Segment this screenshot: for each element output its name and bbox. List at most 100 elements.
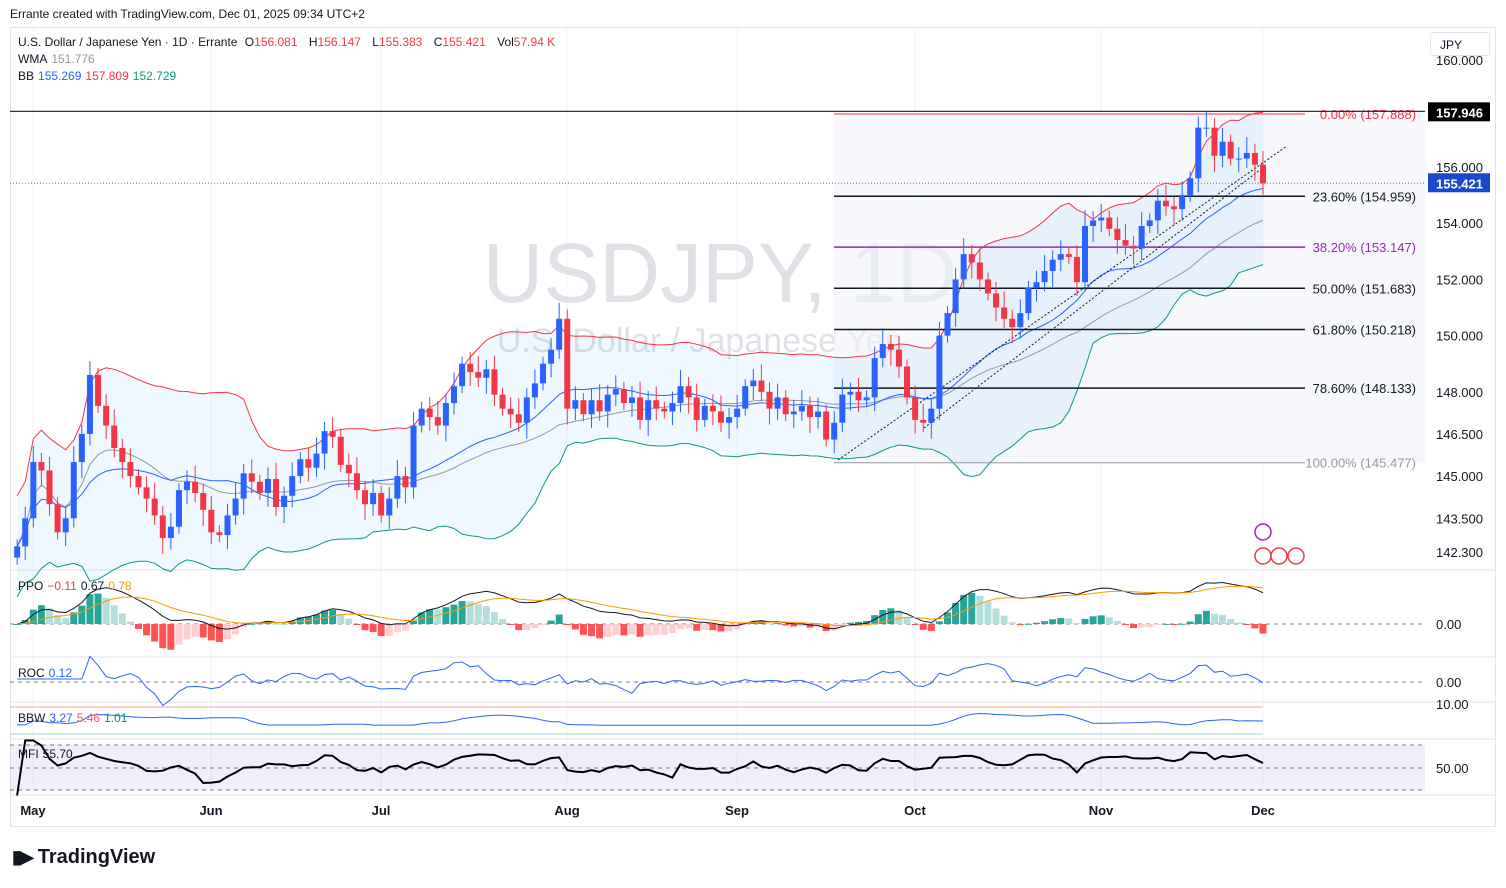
ppo-histogram-bar <box>863 620 871 624</box>
mfi-legend[interactable]: MFI 55.70 <box>18 747 77 761</box>
candle-body <box>734 408 741 418</box>
ppo-histogram-bar <box>442 607 450 624</box>
candle-body <box>1001 307 1008 319</box>
ppo-histogram-bar <box>774 623 782 625</box>
ppo-histogram-bar <box>175 624 183 645</box>
candle-body <box>944 313 951 336</box>
roc-legend[interactable]: ROC 0.12 <box>18 666 76 680</box>
ppo-histogram-bar <box>846 622 854 624</box>
candle-body <box>192 481 199 493</box>
bbw-high-value: 5.46 <box>76 711 101 725</box>
price-axis-label: 156.000 <box>1436 160 1483 175</box>
ppo-histogram-bar <box>1130 624 1138 629</box>
candle-body <box>774 397 781 409</box>
candle-body <box>175 490 182 527</box>
candle-body <box>1025 287 1032 314</box>
ppo-histogram-bar <box>636 624 644 637</box>
candle-body <box>402 476 409 488</box>
candle-body <box>790 411 797 415</box>
candle-body <box>742 386 749 409</box>
candle-body <box>685 386 692 398</box>
candle-body <box>782 397 789 415</box>
ppo-histogram-bar <box>240 624 248 628</box>
candle-body <box>531 383 538 398</box>
ppo-histogram-bar <box>393 624 401 632</box>
candle-body <box>871 358 878 398</box>
ppo-legend[interactable]: PPO −0.11 0.67 0.78 <box>18 579 136 593</box>
ppo-histogram-bar <box>1243 624 1251 625</box>
candle-body <box>539 363 546 384</box>
candle-body <box>273 478 280 508</box>
ppo-histogram-bar <box>879 609 887 624</box>
candle-body <box>1057 254 1064 260</box>
candle-body <box>127 462 134 477</box>
currency-selector[interactable]: JPY <box>1430 32 1490 56</box>
candle-body <box>46 470 53 505</box>
candle-body <box>936 335 943 409</box>
open-label: O <box>244 35 255 49</box>
bbw-legend[interactable]: BBW 3.27 5.46 1.01 <box>18 711 131 725</box>
candle-body <box>321 431 328 454</box>
ppo-histogram-bar <box>943 612 951 624</box>
fib-level-label: 78.60% (148.133) <box>1313 381 1416 396</box>
last-price-marker-label: 155.421 <box>1436 176 1483 191</box>
ppo-histogram-bar <box>248 623 256 625</box>
ppo-histogram-bar <box>1057 618 1065 624</box>
volume-label: Vol <box>497 35 514 49</box>
candle-body <box>709 405 716 412</box>
time-axis-label: Jul <box>372 803 391 818</box>
candle-body <box>459 363 466 387</box>
ppo-histogram-bar <box>1186 621 1194 624</box>
ppo-histogram-bar <box>102 597 110 624</box>
candle-body <box>1041 270 1048 283</box>
close-value: 155.421 <box>442 35 486 49</box>
time-axis-label: Oct <box>904 803 926 818</box>
high-label: H <box>308 35 318 49</box>
ppo-histogram-bar <box>806 624 814 628</box>
candle-body <box>410 425 417 488</box>
tradingview-logo[interactable]: ▮▶ TradingView <box>12 846 155 869</box>
ppo-histogram-bar <box>903 616 911 624</box>
ppo-histogram-bar <box>54 615 62 624</box>
candle-body <box>1243 152 1250 159</box>
fib-level-label: 50.00% (151.683) <box>1313 281 1416 296</box>
candle-body <box>1114 228 1121 241</box>
ppo-histogram-bar <box>515 624 523 631</box>
mfi-line <box>16 739 1264 796</box>
candle-body <box>515 414 522 423</box>
ppo-histogram-bar <box>272 623 280 625</box>
candle-body <box>103 405 110 426</box>
ppo-histogram-bar <box>1146 624 1154 627</box>
candle-body <box>119 448 126 463</box>
candle-body <box>887 344 894 350</box>
ppo-histogram-bar <box>547 620 555 624</box>
bb-lower-value: 152.729 <box>132 69 177 83</box>
ppo-histogram-bar <box>151 624 159 642</box>
us-economic-event-icon <box>1270 547 1288 565</box>
candle-body <box>588 400 595 415</box>
symbol-title[interactable]: U.S. Dollar / Japanese Yen · 1D · Errant… <box>18 35 238 49</box>
mfi-value: 55.70 <box>42 747 73 761</box>
candle-body <box>1235 158 1242 160</box>
ppo-histogram-bar <box>1024 623 1032 625</box>
ppo-histogram-bar <box>725 624 733 632</box>
fib-level-label: 23.60% (154.959) <box>1313 189 1416 204</box>
ppo-histogram-bar <box>134 624 142 629</box>
candle-body <box>1187 178 1194 196</box>
ppo-histogram-bar <box>78 605 86 624</box>
ppo-histogram-bar <box>434 609 442 624</box>
bb-legend[interactable]: BB 155.269 157.809 152.729 <box>18 69 180 83</box>
candle-body <box>976 262 983 280</box>
ppo-histogram-bar <box>911 624 919 625</box>
candle-body <box>993 293 1000 308</box>
candle-body <box>1179 195 1186 210</box>
ppo-histogram-bar <box>110 605 118 624</box>
ppo-histogram-bar <box>29 609 37 624</box>
candle-body <box>1211 127 1218 156</box>
candle-body <box>904 366 911 398</box>
wma-legend[interactable]: WMA 151.776 <box>18 52 99 66</box>
candle-body <box>815 411 822 418</box>
ppo-histogram-bar <box>782 624 790 626</box>
candle-body <box>1082 226 1089 283</box>
